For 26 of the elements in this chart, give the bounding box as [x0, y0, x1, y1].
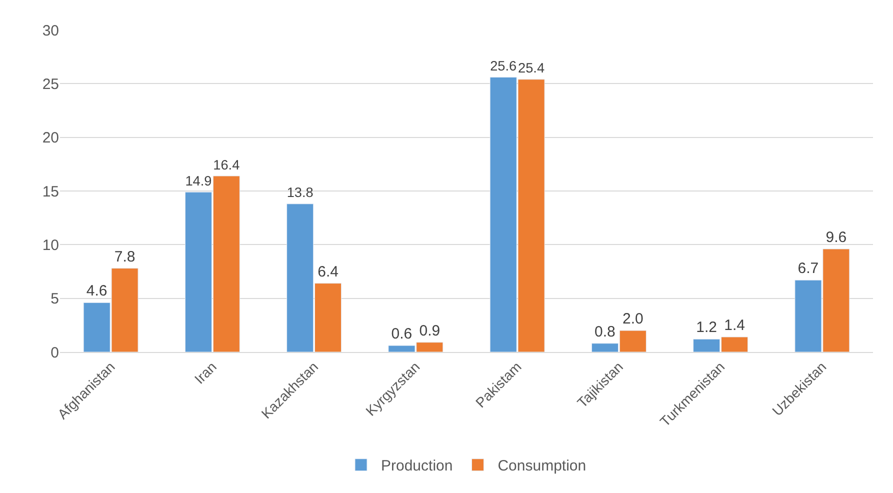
data-label: 7.8 — [114, 248, 136, 266]
data-label: 1.4 — [724, 316, 745, 334]
y-tick-label: 5 — [50, 290, 59, 308]
data-label: 25.4 — [518, 60, 545, 76]
data-label: 1.2 — [696, 319, 718, 336]
y-tick-label: 30 — [42, 22, 59, 40]
x-tick-label: Iran — [191, 358, 220, 387]
data-label: 6.7 — [798, 260, 819, 278]
data-label: 2.0 — [622, 310, 644, 328]
y-tick-label: 10 — [42, 236, 59, 254]
data-label: 13.8 — [286, 185, 314, 200]
data-label: 16.4 — [213, 157, 240, 172]
legend-label: Production — [381, 458, 453, 475]
data-label: 6.4 — [318, 263, 338, 280]
y-tick-label: 20 — [42, 130, 59, 147]
y-tick-label: 0 — [50, 344, 59, 362]
y-tick-label: 25 — [42, 76, 59, 93]
y-tick-label: 15 — [42, 183, 59, 200]
data-label: 25.6 — [490, 58, 517, 74]
data-label: 0.9 — [419, 322, 440, 340]
data-label: 0.8 — [594, 323, 616, 340]
legend-label: Consumption — [498, 458, 586, 475]
data-label: 9.6 — [826, 228, 847, 246]
data-label: 0.6 — [391, 326, 412, 343]
data-label: 14.9 — [185, 173, 212, 188]
data-label: 4.6 — [86, 282, 108, 300]
